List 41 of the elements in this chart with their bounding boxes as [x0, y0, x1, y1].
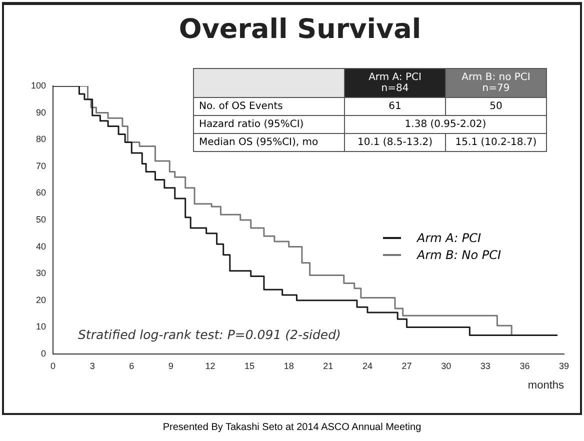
x-tick-label: 12 — [205, 360, 216, 371]
annotation: Arm A: PCI n=84 — [344, 68, 446, 98]
annotation: 61 — [344, 98, 446, 116]
y-tick-label: 20 — [36, 294, 46, 305]
chart-title: Overall Survival — [178, 14, 422, 45]
y-tick-label: 0 — [41, 348, 46, 358]
x-tick-label: 33 — [480, 360, 490, 371]
x-tick-label: 18 — [284, 360, 294, 371]
annotation: 10.1 (8.5-13.2) — [344, 134, 446, 152]
x-tick-label: 39 — [558, 360, 570, 371]
x-tick-label: 3 — [90, 360, 95, 371]
annotation: Stratified log-rank test: P=0.091 (2-sided) — [78, 327, 341, 342]
text: Presented By Takashi Seto at 2014 ASCO Annual Meeting — [162, 422, 422, 433]
annotation: 1.38 (0.95-2.02) — [344, 116, 546, 134]
y-tick-label: 40 — [36, 241, 46, 252]
x-axis-title: months — [528, 379, 564, 392]
annotation: Arm B: no PCI n=79 — [446, 68, 546, 98]
x-tick-label: 15 — [244, 360, 255, 371]
y-tick-label: 100 — [30, 80, 46, 90]
legend-label: Arm A: PCI — [417, 231, 482, 245]
annotation: Hazard ratio (95%CI) — [194, 116, 344, 134]
y-tick-label: 70 — [36, 160, 46, 171]
y-tick-label: 50 — [36, 214, 46, 224]
y-tick-label: 80 — [36, 134, 46, 144]
annotation: 15.1 (10.2-18.7) — [446, 134, 546, 152]
y-tick-label: 10 — [36, 322, 46, 332]
legend-label: Arm B: No PCI — [417, 248, 502, 262]
y-tick-label: 30 — [36, 268, 46, 278]
x-tick-label: 0 — [50, 360, 56, 371]
y-tick-label: 90 — [36, 107, 46, 118]
y-tick-label: 60 — [36, 188, 46, 198]
x-tick-label: 24 — [362, 360, 372, 371]
x-tick-label: 21 — [323, 360, 334, 371]
x-tick-label: 30 — [441, 360, 452, 371]
annotation: 50 — [446, 98, 546, 116]
x-tick-label: 9 — [168, 360, 174, 371]
annotation: Median OS (95%CI), mo — [194, 134, 344, 152]
annotation: No. of OS Events — [194, 98, 344, 116]
x-tick-label: 27 — [402, 360, 412, 371]
x-tick-label: 6 — [129, 360, 134, 371]
x-tick-label: 36 — [520, 360, 530, 371]
